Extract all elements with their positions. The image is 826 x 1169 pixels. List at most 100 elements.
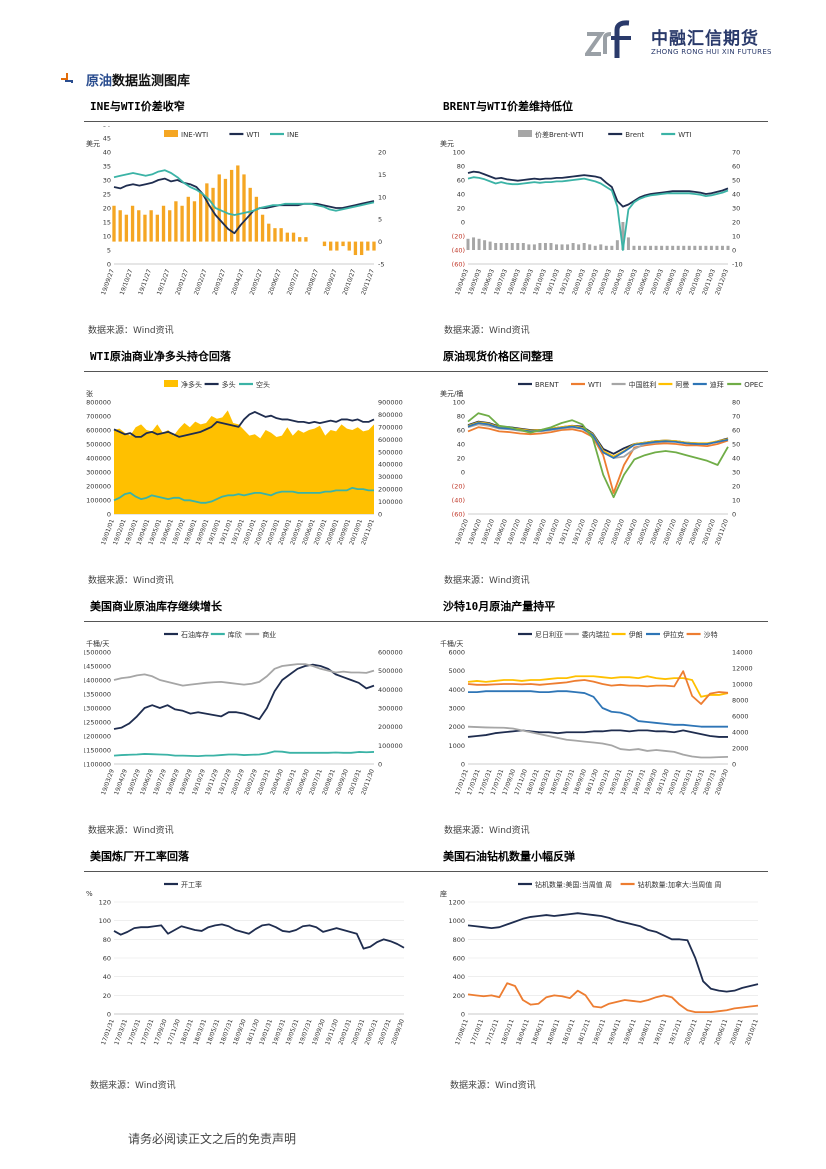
line-series — [467, 982, 759, 1014]
legend-label: 尼日利亚 — [535, 630, 563, 639]
legend-label: 商业 — [262, 630, 276, 639]
x-tick-label: 20/02/11 — [683, 1018, 699, 1046]
x-tick-label: 19/10/27 — [119, 268, 135, 296]
bar-mark — [143, 214, 147, 242]
y-tick-label: 30 — [103, 177, 111, 185]
bar-mark — [499, 243, 503, 250]
legend-item: 钻机数量:美国:当周值 周 — [518, 880, 612, 889]
bar-mark — [279, 228, 283, 242]
line-series — [113, 169, 375, 216]
bar-mark — [488, 241, 492, 250]
chart-us-crude-inventory: 石油库存 库欣 商业 千桶/天 1100000 1150000 1200000 1250000… — [84, 626, 414, 816]
chart-title-5: 美国商业原油库存继续增长 — [90, 600, 222, 613]
y-tick-label: 80 — [457, 163, 465, 171]
bar-mark — [285, 232, 289, 242]
line-series — [113, 663, 375, 730]
legend-item: 伊拉克 — [646, 630, 684, 639]
x-tick-label: 19/12/11 — [668, 1018, 684, 1046]
axis-unit-label: 千桶/天 — [86, 639, 109, 648]
y-tick-label: (60) — [452, 261, 465, 269]
bar-mark — [527, 244, 531, 250]
legend-label: 价差Brent-WTI — [535, 130, 584, 139]
line-series — [467, 675, 729, 698]
y2-tick-label: 40 — [732, 455, 740, 463]
legend-label: 空头 — [256, 380, 270, 389]
y-tick-label: 800000 — [86, 399, 111, 407]
legend-item: OPEC — [727, 381, 763, 389]
legend-item: 中国胜利 — [611, 380, 657, 389]
legend-label: 迪拜 — [710, 380, 724, 389]
legend-item: 商业 — [245, 630, 276, 639]
y2-tick-label: 0 — [378, 238, 382, 246]
y2-tick-label: 80 — [732, 399, 740, 407]
legend-item: 尼日利亚 — [518, 630, 563, 639]
bar-mark — [521, 243, 525, 250]
bar-mark — [260, 214, 265, 242]
x-tick-label: 20/04/11 — [698, 1018, 714, 1046]
axis-unit-label: 美元 — [86, 139, 100, 148]
legend-label: INE-WTI — [181, 131, 208, 139]
y-tick-label: 5000 — [448, 667, 465, 675]
y-tick-label: 0 — [461, 469, 465, 477]
chart-svg: 净多头 多头 空头张 0 100000 200000 300000 400000 500000 6… — [86, 380, 403, 546]
bar-mark — [615, 240, 619, 250]
chart-svg: 钻机数量:美国:当周值 周 钻机数量:加拿大:当周值 周座 0 200 400 600 80… — [440, 880, 760, 1046]
bar-mark — [192, 201, 197, 242]
legend-label: 中国胜利 — [629, 380, 657, 389]
divider — [84, 121, 768, 122]
legend-item: Brent — [608, 131, 644, 139]
y2-tick-label: 20 — [732, 483, 740, 491]
y2-tick-label: 60 — [732, 163, 740, 171]
bar-mark — [137, 210, 141, 242]
bar-mark — [560, 244, 564, 250]
y2-tick-label: 40 — [732, 191, 740, 199]
y2-tick-label: 100000 — [378, 498, 403, 506]
x-tick-label: 20/11/30 — [360, 768, 376, 796]
bar-mark — [654, 245, 658, 250]
bar-mark — [298, 237, 302, 242]
y2-tick-label: 600000 — [378, 649, 403, 657]
y2-tick-label: 50 — [732, 441, 740, 449]
bar-mark — [267, 223, 271, 242]
legend-label: 伊朗 — [629, 630, 643, 639]
y2-tick-label: 10000 — [732, 681, 753, 689]
y2-tick-label: 0 — [732, 247, 736, 255]
x-tick-label: 20/03/27 — [212, 268, 228, 296]
legend-label: 阿曼 — [675, 380, 689, 389]
bar-mark — [291, 232, 296, 242]
x-tick-label: 20/04/27 — [230, 268, 246, 296]
y2-tick-label: 0 — [378, 511, 382, 519]
y-tick-label: 60 — [457, 177, 465, 185]
chart-title-2: BRENT与WTI价差维持低位 — [443, 100, 573, 113]
y2-tick-label: 60 — [732, 427, 740, 435]
y-tick-label: 1000 — [448, 917, 465, 925]
x-tick-label: 19/11/27 — [137, 268, 153, 296]
x-tick-label: 18/10/11 — [561, 1018, 577, 1046]
y-tick-label: 100 — [99, 917, 111, 925]
bar-mark — [186, 196, 190, 242]
x-tick-label: 20/06/11 — [714, 1018, 730, 1046]
y2-tick-label: 10 — [378, 193, 386, 201]
y-tick-label: 0 — [107, 1011, 111, 1019]
bar-mark — [571, 243, 575, 250]
chart-title-6: 沙特10月原油产量持平 — [443, 600, 556, 613]
legend-item: 空头 — [239, 380, 270, 389]
bar-mark — [149, 210, 153, 242]
y2-tick-label: 300000 — [378, 705, 403, 713]
line-series — [468, 690, 728, 728]
data-source: 数据来源：Wind资讯 — [444, 826, 530, 836]
legend-label: BRENT — [535, 381, 559, 389]
bar-mark — [626, 237, 630, 250]
y-tick-label: 700000 — [86, 413, 111, 421]
bar-mark — [124, 214, 129, 242]
line-series — [113, 923, 405, 950]
bar-mark — [372, 241, 376, 251]
bar-mark — [205, 183, 209, 242]
y-tick-label: 1150000 — [84, 747, 111, 755]
bar-mark — [304, 237, 308, 242]
x-tick-label: 20/10/11 — [744, 1018, 760, 1046]
bar-mark — [715, 245, 719, 250]
bar-mark — [341, 241, 345, 247]
y2-tick-label: 400000 — [378, 686, 403, 694]
y-tick-label: 2000 — [448, 723, 465, 731]
